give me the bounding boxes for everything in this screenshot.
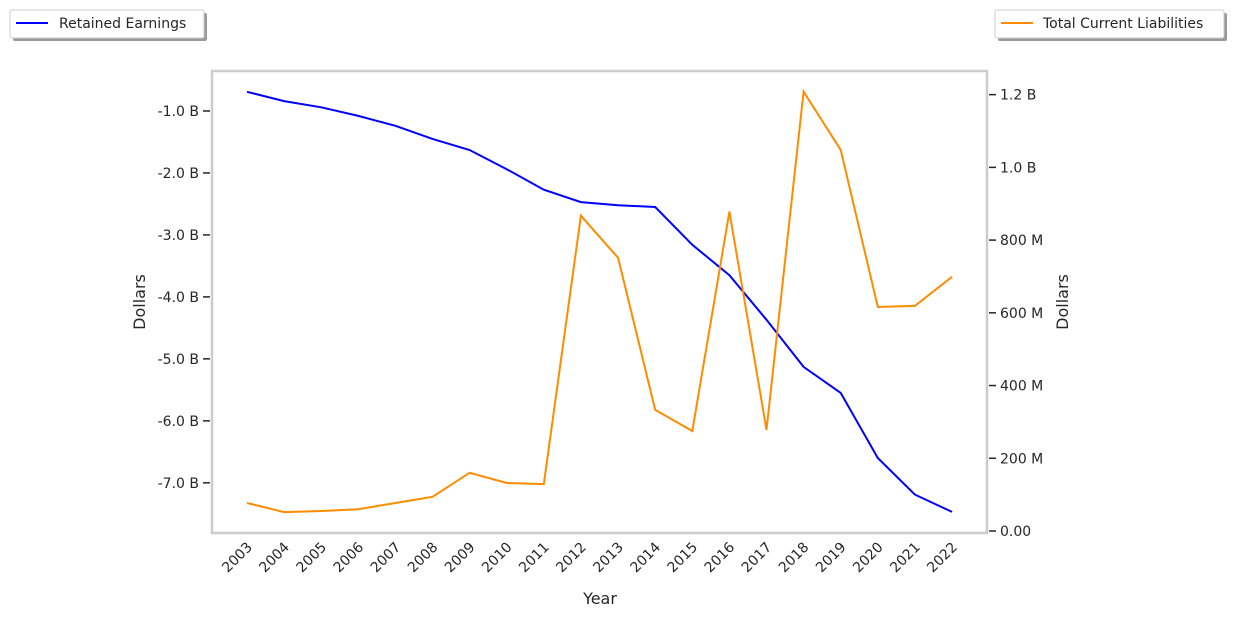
x-tick-label: 2012 [553, 540, 590, 577]
left-tick-label: -1.0 B [158, 104, 199, 120]
left-tick-label: -6.0 B [158, 414, 199, 430]
x-tick-label: 2013 [590, 540, 627, 577]
right-tick-label: 1.0 B [1000, 160, 1036, 176]
x-tick-label: 2014 [627, 539, 664, 576]
left-tick-label: -3.0 B [158, 228, 199, 244]
left-axis-label: Dollars [130, 274, 149, 330]
right-tick-label: 600 M [1000, 306, 1043, 322]
x-tick-label: 2022 [924, 540, 961, 577]
x-tick-label: 2003 [219, 540, 256, 577]
left-tick-label: -4.0 B [158, 290, 199, 306]
x-tick-label: 2006 [331, 539, 368, 576]
x-tick-label: 2020 [850, 540, 887, 577]
x-tick-label: 2005 [294, 540, 331, 577]
left-tick-label: -2.0 B [158, 166, 199, 182]
x-tick-label: 2009 [442, 540, 479, 577]
legend-right: Total Current Liabilities [994, 9, 1227, 41]
right-tick-label: 800 M [1000, 233, 1043, 249]
x-axis-label: Year [582, 589, 617, 608]
x-tick-label: 2018 [776, 540, 813, 577]
x-tick-label: 2011 [516, 540, 553, 577]
right-axis-label: Dollars [1053, 274, 1072, 330]
legend-label-retained-earnings: Retained Earnings [59, 16, 186, 32]
right-tick-label: 400 M [1000, 379, 1043, 395]
right-tick-label: 200 M [1000, 451, 1043, 467]
x-tick-label: 2019 [813, 540, 850, 577]
x-tick-label: 2015 [665, 540, 702, 577]
right-tick-label: 0.00 [1000, 524, 1031, 540]
x-tick-label: 2010 [479, 540, 516, 577]
plot-frame [210, 69, 989, 535]
x-tick-label: 2008 [405, 540, 442, 577]
legend-left: Retained Earnings [9, 9, 207, 41]
series-line-total-current-liabilities [246, 88, 953, 514]
right-tick-label: 1.2 B [1000, 88, 1036, 104]
series-line-retained-earnings [246, 90, 953, 513]
left-tick-label: -5.0 B [158, 352, 199, 368]
legend-label-total-current-liabilities: Total Current Liabilities [1042, 16, 1203, 32]
x-tick-label: 2007 [368, 540, 405, 577]
x-tick-label: 2021 [887, 540, 924, 577]
left-tick-label: -7.0 B [158, 476, 199, 492]
x-tick-label: 2016 [702, 539, 739, 576]
x-tick-label: 2017 [739, 540, 776, 577]
x-tick-label: 2004 [256, 539, 293, 576]
